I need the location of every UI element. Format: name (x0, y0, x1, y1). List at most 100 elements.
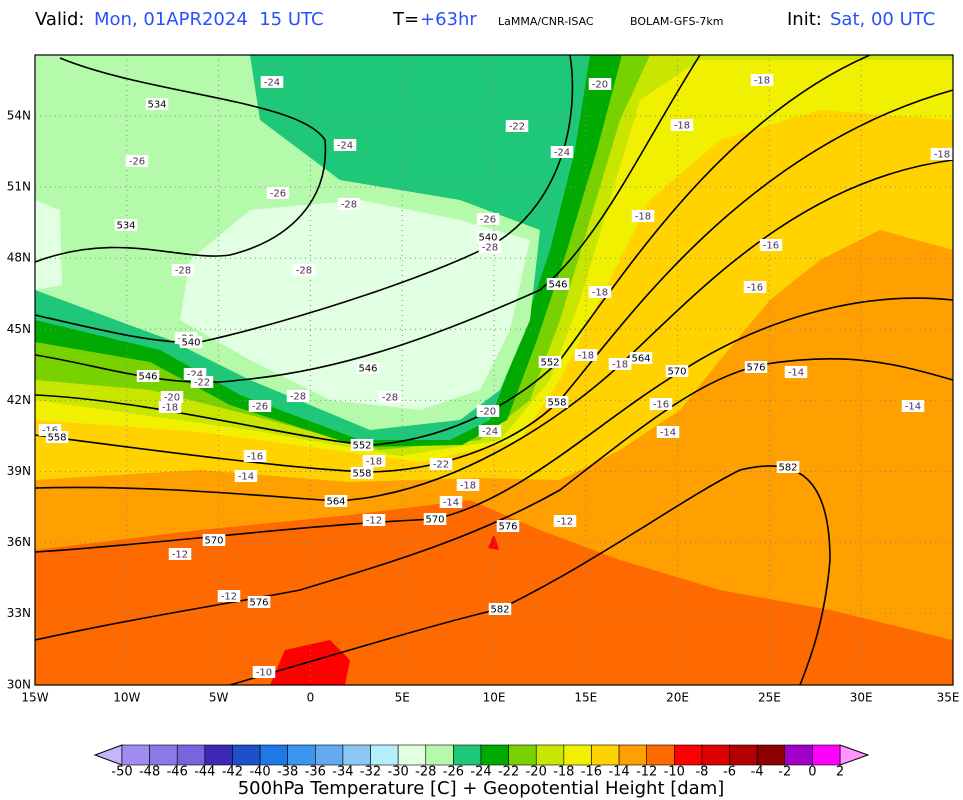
label-box (337, 198, 361, 210)
lon-label: 15W (21, 691, 48, 705)
colorbar-label: -44 (194, 765, 215, 780)
lat-label: 42N (7, 393, 31, 407)
temperature-label: -14 (905, 402, 921, 413)
colorbar-label: -18 (553, 765, 574, 780)
map-frame (34, 54, 954, 686)
label-box (656, 426, 680, 438)
lon-label: 5E (395, 691, 410, 705)
lon-label: 20E (666, 691, 689, 705)
temperature-label: -18 (612, 360, 628, 371)
colorbar-label: -12 (636, 765, 657, 780)
label-box (324, 495, 348, 507)
temperature-label: -28 (175, 266, 191, 277)
label-box (588, 286, 612, 298)
label-box (125, 155, 149, 167)
colorbar-box (701, 744, 730, 766)
temperature-label: -18 (592, 288, 608, 299)
height-label: 540 (478, 233, 497, 244)
colorbar-label: -48 (139, 765, 160, 780)
temperature-label: -26 (270, 189, 286, 200)
height-label: 582 (490, 605, 509, 616)
temperature-label: -20 (480, 407, 496, 418)
temperature-label: -16 (247, 452, 263, 463)
label-box (350, 439, 374, 451)
temperature-label: -28 (290, 392, 306, 403)
temperature-label: -14 (788, 368, 804, 379)
temperature-label: -24 (337, 141, 353, 152)
label-box (234, 470, 258, 482)
colorbar-box (480, 744, 509, 766)
label-box (114, 219, 138, 231)
label-box (160, 391, 184, 403)
height-label: 558 (352, 469, 371, 480)
temperature-label: -20 (164, 393, 180, 404)
label-box (665, 365, 689, 377)
height-label: 558 (547, 398, 566, 409)
colorbar-box (812, 744, 841, 766)
colorbar-label: -28 (415, 765, 436, 780)
colorbar-label: -16 (581, 765, 602, 780)
label-box (350, 467, 374, 479)
source: LaMMA/CNR-ISAC (498, 15, 594, 28)
temperature-label: -12 (557, 517, 573, 528)
lat-label: 54N (7, 109, 31, 123)
temperature-label: -18 (366, 457, 382, 468)
label-box (743, 281, 767, 293)
label-box (286, 390, 310, 402)
colorbar-over (839, 744, 870, 766)
temperature-label: -26 (480, 215, 496, 226)
label-box (608, 358, 632, 370)
label-box (930, 148, 953, 160)
init-label: Init: (787, 9, 822, 30)
height-label: 552 (540, 358, 559, 369)
height-label: 534 (147, 100, 166, 111)
temperature-label: -20 (592, 80, 608, 91)
label-box (429, 458, 453, 470)
height-label: 582 (778, 463, 797, 474)
lat-label: 48N (7, 251, 31, 265)
lon-label: 0 (307, 691, 315, 705)
label-box (243, 450, 267, 462)
colorbar-label: -24 (470, 765, 491, 780)
colorbar-label: -32 (360, 765, 381, 780)
label-box (158, 401, 182, 413)
label-box (456, 479, 480, 491)
height-label: 546 (138, 372, 157, 383)
colorbar-label: -6 (723, 765, 736, 780)
label-box (247, 596, 271, 608)
temperature-label: -18 (578, 351, 594, 362)
label-box (217, 590, 241, 602)
label-box (574, 349, 598, 361)
lat-label: 45N (7, 322, 31, 336)
label-box (476, 213, 500, 225)
colorbar-box (674, 744, 703, 766)
colorbar-box (784, 744, 813, 766)
colorbar-box (121, 744, 150, 766)
colorbar-box (729, 744, 758, 766)
lead-label: T= (392, 9, 419, 30)
colorbar: -50 -48 -46 -44 -42 -40 -38 -36 -34 -32 -30 -28 -26-… (93, 744, 870, 780)
height-label: 552 (352, 441, 371, 452)
valid-label: Valid: (35, 9, 84, 30)
colorbar-box (370, 744, 399, 766)
label-box (145, 98, 169, 110)
height-label: 558 (47, 433, 66, 444)
colorbar-box (563, 744, 592, 766)
height-label: 534 (116, 221, 135, 232)
label-box (629, 352, 653, 364)
lon-label: 15E (574, 691, 597, 705)
temperature-label: -26 (252, 402, 268, 413)
colorbar-box (259, 744, 288, 766)
label-box (488, 603, 512, 615)
temperature-label: -12 (221, 592, 237, 603)
colorbar-box (618, 744, 647, 766)
colorbar-label: 0 (808, 765, 816, 780)
label-box (202, 534, 226, 546)
label-box (545, 396, 569, 408)
init-time: Sat, 00 UTC (830, 9, 935, 30)
map-field: -24 -20 -18-22 -18-24-24 -18-26-26-28-26 -18-… (35, 55, 953, 685)
label-box (362, 455, 386, 467)
height-label: 576 (746, 363, 765, 374)
label-box (496, 520, 520, 532)
colorbar-label: -26 (443, 765, 464, 780)
